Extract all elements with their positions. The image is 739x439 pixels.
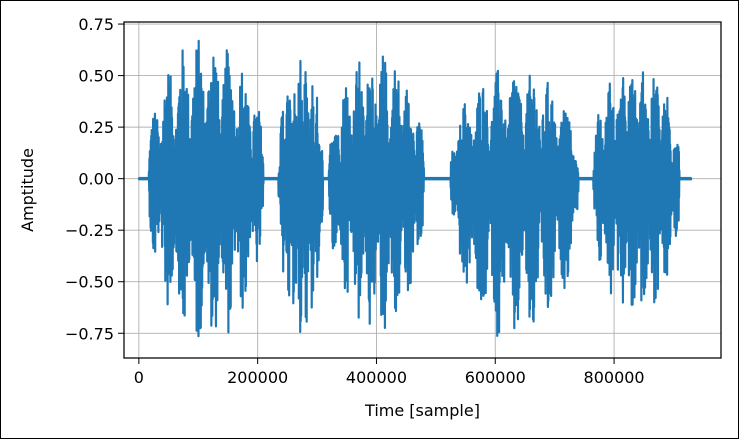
plot-area-border bbox=[123, 21, 722, 359]
y-axis-ticks: 0.75 0.50 0.25 0.00 −0.25 −0.50 −0.75 bbox=[65, 15, 124, 343]
x-axis-ticks: 0 200000 400000 600000 800000 bbox=[134, 358, 645, 387]
y-tick-label: −0.75 bbox=[65, 324, 114, 343]
waveform-line bbox=[137, 39, 693, 338]
y-tick-label: 0.50 bbox=[78, 67, 114, 86]
x-tick-label: 600000 bbox=[465, 368, 526, 387]
y-tick-label: 0.00 bbox=[78, 170, 114, 189]
x-tick-label: 0 bbox=[134, 368, 144, 387]
x-tick-label: 800000 bbox=[584, 368, 645, 387]
y-axis-label: Amptitude bbox=[18, 148, 37, 232]
x-tick-label: 400000 bbox=[346, 368, 407, 387]
waveform-series bbox=[137, 39, 693, 338]
y-tick-label: −0.25 bbox=[65, 221, 114, 240]
y-tick-label: 0.25 bbox=[78, 118, 114, 137]
y-tick-label: 0.75 bbox=[78, 15, 114, 34]
y-tick-label: −0.50 bbox=[65, 273, 114, 292]
x-axis-label: Time [sample] bbox=[364, 401, 480, 420]
x-tick-label: 200000 bbox=[227, 368, 288, 387]
